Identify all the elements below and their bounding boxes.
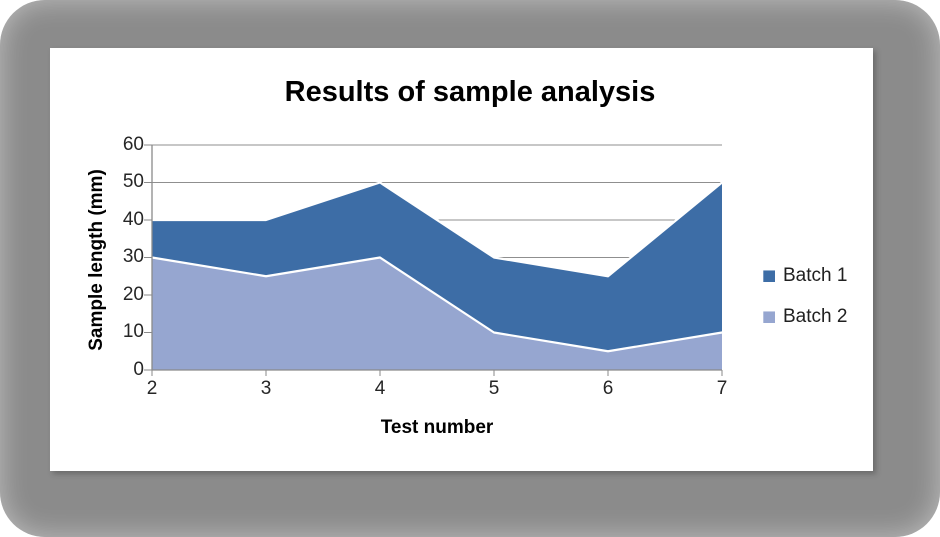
x-tick-label-7: 7 [716, 378, 728, 399]
x-tick-label-2: 2 [146, 378, 158, 399]
x-tick-label-4: 4 [374, 378, 386, 399]
x-tick-label-5: 5 [488, 378, 500, 399]
area-edge-batch-1 [150, 181, 724, 278]
legend-swatch-batch-1 [763, 270, 775, 282]
legend-label-batch-2: Batch 2 [783, 306, 848, 327]
chart-plot [144, 144, 724, 376]
y-tick-label-20: 20 [122, 284, 144, 305]
chart-card: Results of sample analysis Sample length… [50, 48, 873, 471]
legend-item-batch-1: Batch 1 [763, 265, 847, 287]
x-tick-label-6: 6 [602, 378, 614, 399]
chart-title: Results of sample analysis [284, 76, 656, 108]
legend-item-batch-2: Batch 2 [763, 306, 847, 328]
axis-ticks [144, 144, 723, 376]
area-series-batch-2 [150, 256, 724, 370]
x-tick-label-3: 3 [260, 378, 272, 399]
y-tick-label-30: 30 [122, 246, 144, 267]
x-axis-title: Test number [380, 417, 494, 438]
area-fill-batch-2 [152, 257, 722, 370]
y-tick-label-50: 50 [122, 171, 144, 192]
legend-label-batch-1: Batch 1 [783, 265, 848, 286]
y-tick-label-10: 10 [122, 321, 144, 342]
legend-swatch-batch-2 [763, 311, 775, 323]
y-tick-label-0: 0 [133, 359, 144, 380]
area-edge-batch-2 [150, 256, 724, 353]
y-tick-label-60: 60 [122, 134, 144, 155]
y-tick-label-40: 40 [122, 209, 144, 230]
